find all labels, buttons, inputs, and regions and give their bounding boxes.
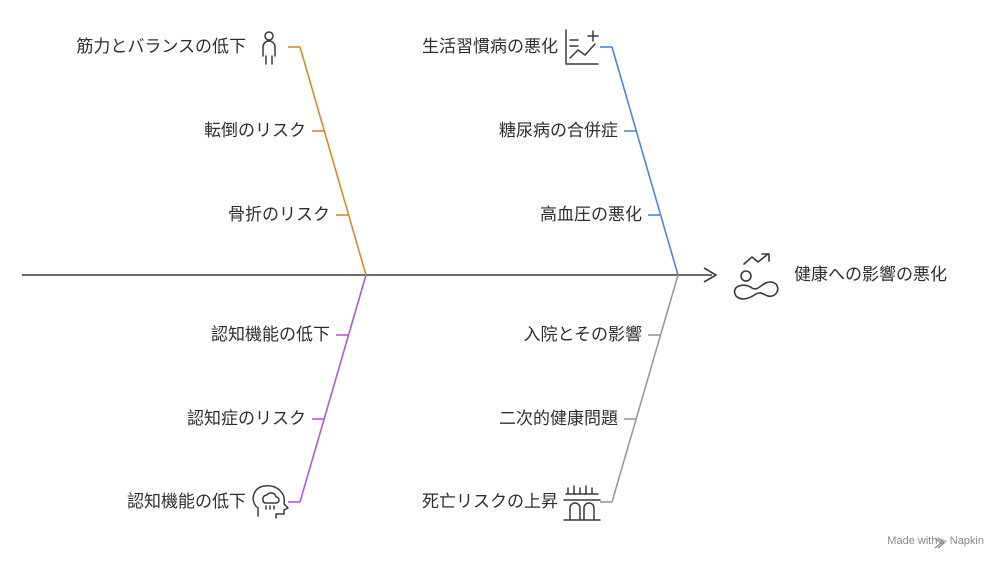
trend-arrow-health-icon bbox=[733, 253, 779, 300]
branch-lower-right bbox=[600, 274, 679, 503]
napkin-logo-icon bbox=[934, 537, 946, 549]
cause-label: 転倒のリスク bbox=[204, 121, 306, 141]
cause-label: 高血圧の悪化 bbox=[540, 205, 642, 225]
grave-icon bbox=[563, 485, 601, 521]
spine-arrowhead bbox=[703, 267, 718, 283]
cause-label: 認知症のリスク bbox=[187, 409, 306, 429]
head-label-lower-left: 認知機能の低下 bbox=[127, 492, 246, 512]
branch-upper-right bbox=[600, 46, 679, 276]
effect-label: 健康への影響の悪化 bbox=[794, 265, 947, 285]
head-label-upper-left: 筋力とバランスの低下 bbox=[76, 37, 246, 57]
cause-label: 糖尿病の合併症 bbox=[499, 121, 618, 141]
head-label-upper-right: 生活習慣病の悪化 bbox=[422, 37, 558, 57]
person-standing-icon bbox=[262, 31, 276, 65]
branch-lower-left bbox=[288, 274, 367, 503]
head-brain-cloud-icon bbox=[252, 485, 289, 519]
branch-upper-left bbox=[288, 46, 367, 276]
cause-label: 認知機能の低下 bbox=[211, 325, 330, 345]
cause-label: 二次的健康問題 bbox=[499, 409, 618, 429]
cause-label: 骨折のリスク bbox=[228, 205, 330, 225]
chart-trend-plus-icon bbox=[565, 29, 599, 65]
cause-label: 入院とその影響 bbox=[523, 325, 643, 345]
head-label-lower-right: 死亡リスクの上昇 bbox=[422, 492, 558, 512]
napkin-watermark: Made with ⫸ Napkin bbox=[887, 535, 984, 547]
